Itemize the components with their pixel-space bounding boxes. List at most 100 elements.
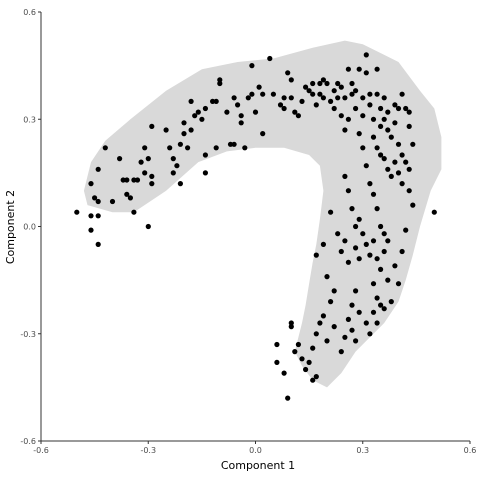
data-point <box>338 113 344 119</box>
data-point <box>378 302 384 308</box>
data-point <box>177 141 183 147</box>
data-point <box>342 173 348 179</box>
data-point <box>320 313 326 319</box>
data-point <box>360 231 366 237</box>
data-point <box>356 131 362 137</box>
data-point <box>378 266 384 272</box>
data-point <box>385 127 391 133</box>
data-point <box>142 145 148 151</box>
data-point <box>192 113 198 119</box>
x-tick-label: 0.0 <box>249 446 262 455</box>
data-point <box>395 170 402 176</box>
x-tick-label: -0.3 <box>140 446 156 455</box>
points-layer <box>74 52 437 401</box>
data-point <box>120 177 126 183</box>
data-point <box>349 302 355 308</box>
data-point <box>174 163 180 169</box>
data-point <box>242 145 248 151</box>
data-point <box>356 66 362 72</box>
data-point <box>249 63 255 69</box>
data-point <box>88 181 94 187</box>
data-point <box>328 299 334 305</box>
data-point <box>149 173 155 179</box>
data-point <box>345 188 351 194</box>
data-point <box>374 206 380 212</box>
data-point <box>313 252 319 258</box>
data-point <box>277 102 284 108</box>
data-point <box>317 80 323 87</box>
data-point <box>292 349 298 355</box>
data-point <box>317 320 323 326</box>
data-point <box>403 159 409 165</box>
data-point <box>170 170 176 176</box>
data-point <box>360 145 366 151</box>
data-point <box>392 102 398 108</box>
data-point <box>134 177 141 183</box>
data-point <box>188 127 194 133</box>
data-point <box>167 145 173 151</box>
data-point <box>395 141 402 147</box>
data-point <box>202 105 208 112</box>
data-point <box>388 299 394 305</box>
data-point <box>385 238 391 244</box>
data-point <box>224 109 230 115</box>
data-point <box>353 88 359 94</box>
data-point <box>378 152 384 158</box>
data-point <box>202 170 208 176</box>
data-point <box>353 245 359 251</box>
data-point <box>285 395 291 401</box>
data-point <box>92 195 98 201</box>
data-point <box>181 131 187 137</box>
data-point <box>349 80 355 87</box>
data-point <box>124 191 130 197</box>
data-point <box>231 141 237 147</box>
data-point <box>310 80 316 87</box>
data-point <box>295 341 301 348</box>
data-point <box>177 181 183 187</box>
data-point <box>399 181 405 187</box>
data-point <box>378 223 384 230</box>
x-tick-label: -0.6 <box>33 446 49 455</box>
data-point <box>374 91 380 97</box>
data-point <box>381 231 387 237</box>
data-point <box>281 105 287 112</box>
data-point <box>288 77 294 83</box>
data-point <box>406 109 412 115</box>
data-point <box>256 84 262 90</box>
data-point <box>163 127 169 133</box>
data-point <box>363 52 369 58</box>
data-point <box>320 77 326 83</box>
data-point <box>360 95 366 101</box>
data-point <box>363 70 369 76</box>
data-point <box>324 338 330 344</box>
data-point <box>145 156 151 162</box>
data-point <box>292 109 298 115</box>
data-point <box>238 120 244 126</box>
data-point <box>367 252 373 258</box>
data-point <box>374 256 380 262</box>
data-point <box>88 213 94 219</box>
data-point <box>403 105 409 112</box>
data-point <box>345 116 351 122</box>
data-point <box>213 145 219 151</box>
y-tick-label: 0.3 <box>23 115 36 124</box>
data-point <box>95 198 101 205</box>
data-point <box>145 223 151 230</box>
data-point <box>335 95 341 101</box>
data-point <box>138 159 144 165</box>
data-point <box>410 141 416 147</box>
data-point <box>331 324 337 330</box>
convex-hull-region <box>83 40 442 388</box>
data-point <box>328 98 334 104</box>
data-point <box>270 91 276 97</box>
data-point <box>170 156 176 162</box>
data-point <box>367 181 373 187</box>
y-tick-label: 0.0 <box>23 223 36 232</box>
data-point <box>88 227 94 233</box>
data-point <box>363 241 369 247</box>
data-point <box>274 359 280 365</box>
data-point <box>381 248 387 255</box>
hull-layer <box>83 40 442 388</box>
data-point <box>181 120 187 126</box>
data-point <box>388 173 394 179</box>
